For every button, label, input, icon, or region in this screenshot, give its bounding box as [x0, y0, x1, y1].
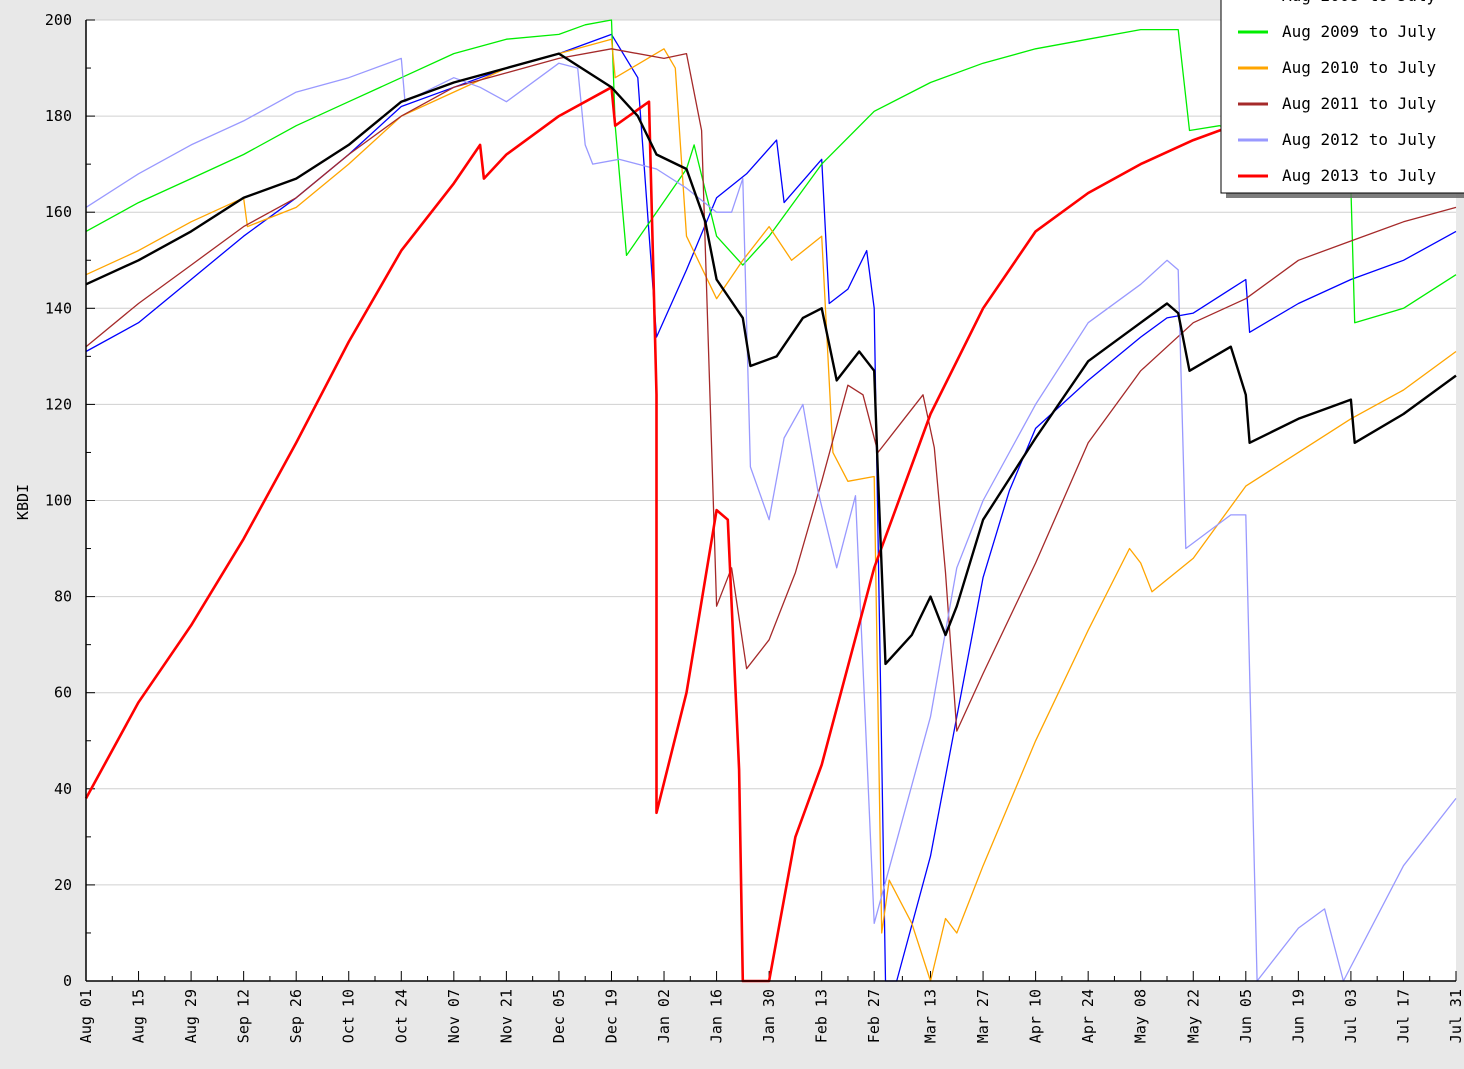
x-tick-label: Nov 07 — [445, 989, 463, 1043]
legend: Aug 2008 to July Aug 2009 to July Aug 2010… — [1220, 0, 1464, 198]
y-tick-label: 20 — [54, 876, 72, 894]
x-tick-label: Jul 31 — [1447, 989, 1464, 1043]
x-tick-label: May 22 — [1184, 989, 1202, 1043]
x-tick-label: Apr 10 — [1027, 989, 1045, 1043]
x-tick-label: Mar 13 — [922, 989, 940, 1043]
x-tick-label: Oct 24 — [392, 989, 410, 1043]
x-tick-label: Sep 26 — [287, 989, 305, 1043]
legend-label: Aug 2008 to July — [1282, 0, 1436, 5]
x-tick-label: May 08 — [1132, 989, 1150, 1043]
y-axis-label: KBDI — [14, 484, 32, 520]
x-tick-label: Jul 03 — [1342, 989, 1360, 1043]
x-tick-label: Aug 01 — [77, 989, 95, 1043]
series-line — [85, 33, 1457, 982]
y-tick-label: 120 — [45, 395, 72, 413]
x-tick-label: Aug 29 — [182, 989, 200, 1043]
x-tick-label: Jan 30 — [760, 989, 778, 1043]
y-tick-label: 80 — [54, 588, 72, 606]
series-line — [85, 48, 1457, 732]
y-tick-label: 0 — [63, 972, 72, 990]
y-tick-label: 160 — [45, 203, 72, 221]
x-tick-label: Feb 27 — [865, 989, 883, 1043]
x-tick-label: Nov 21 — [497, 989, 515, 1043]
legend-label: Aug 2009 to July — [1282, 22, 1436, 41]
y-tick-label: 140 — [45, 299, 72, 317]
x-tick-label: Sep 12 — [235, 989, 253, 1043]
x-tick-label: Aug 15 — [130, 989, 148, 1043]
y-tick-label: 100 — [45, 492, 72, 510]
series-line — [85, 38, 1457, 982]
y-tick-label: 60 — [54, 684, 72, 702]
legend-label: Aug 2012 to July — [1282, 130, 1436, 149]
x-tick-label: Jun 05 — [1237, 989, 1255, 1043]
x-tick-label: Jan 16 — [708, 989, 726, 1043]
x-tick-label: Jun 19 — [1289, 989, 1307, 1043]
legend-label: Aug 2013 to July — [1282, 166, 1436, 185]
x-tick-label: Mar 27 — [974, 989, 992, 1043]
x-tick-label: Apr 24 — [1079, 989, 1097, 1043]
series-line — [85, 52, 1457, 666]
y-tick-labels: 0 20 40 60 80 100 120 140 160 180 200 — [45, 11, 72, 990]
y-tick-label: 200 — [45, 11, 72, 29]
series-line — [84, 86, 1247, 983]
y-tick-label: 180 — [45, 107, 72, 125]
y-tick-label: 40 — [54, 780, 72, 798]
x-tick-label: Jul 17 — [1394, 989, 1412, 1043]
x-tick-label: Dec 05 — [550, 989, 568, 1043]
x-tick-label: Dec 19 — [602, 989, 620, 1043]
x-tick-labels: Aug 01 Aug 15 Aug 29 Sep 12 Sep 26 Oct 10 Oct … — [77, 989, 1464, 1043]
legend-label: Aug 2011 to July — [1282, 94, 1436, 113]
x-tick-label: Oct 10 — [340, 989, 358, 1043]
x-tick-label: Jan 02 — [655, 989, 673, 1043]
x-tick-label: Feb 13 — [813, 989, 831, 1043]
legend-label: Aug 2010 to July — [1282, 58, 1436, 77]
series-line — [85, 57, 1457, 982]
